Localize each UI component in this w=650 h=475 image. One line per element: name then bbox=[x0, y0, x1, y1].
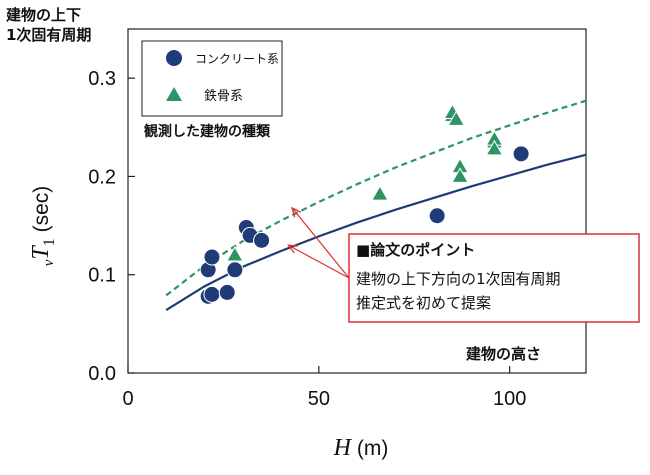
annotation-arrows bbox=[288, 208, 350, 279]
y-tick-label-2: 0.2 bbox=[88, 166, 116, 188]
chart-title-line-2: 1次固有周期 bbox=[6, 26, 91, 44]
legend-circle-marker bbox=[166, 50, 182, 66]
legend-box bbox=[141, 40, 283, 117]
x-tick-label-0: 0 bbox=[122, 388, 133, 410]
x-tick-label-2: 100 bbox=[493, 388, 526, 410]
concrete-point-8 bbox=[253, 231, 271, 249]
y-axis-label-var: T bbox=[28, 245, 54, 260]
steel-point-9 bbox=[485, 139, 504, 156]
annotation-heading-text: 論文のポイント bbox=[370, 241, 475, 259]
concrete-point-3 bbox=[203, 285, 221, 303]
axis-ticks: 0.0 0.1 0.2 0.3 0 50 100 bbox=[88, 68, 526, 410]
y-axis-label-prefix: v bbox=[41, 259, 57, 266]
legend-title: 観測した建物の種類 bbox=[144, 123, 271, 140]
legend-entry-steel: 鉄骨系 bbox=[204, 89, 243, 104]
y-tick-label-3: 0.3 bbox=[88, 68, 116, 90]
annotation-box bbox=[348, 233, 640, 323]
steel-point-4 bbox=[447, 110, 466, 126]
x-axis-note: 建物の高さ bbox=[466, 345, 541, 363]
annotation-line-2: 推定式を初めて提案 bbox=[356, 294, 491, 312]
y-tick-label-0: 0.0 bbox=[88, 363, 116, 385]
y-axis-label: vT1 (sec) bbox=[28, 186, 58, 267]
legend-entry-concrete: コンクリート系 bbox=[195, 52, 279, 66]
annotation-line-1: 建物の上下方向の1次固有周期 bbox=[356, 270, 561, 288]
legend-triangle-marker bbox=[166, 87, 182, 101]
concrete-point-1 bbox=[203, 248, 221, 266]
annotation-arrow-1 bbox=[288, 245, 350, 279]
concrete-point-4 bbox=[218, 283, 236, 301]
y-axis-label-unit: (sec) bbox=[30, 186, 53, 239]
chart-title-line-1: 建物の上下 bbox=[6, 6, 81, 24]
annotation-heading: ■論文のポイント bbox=[356, 241, 475, 259]
y-axis-label-sub: 1 bbox=[41, 238, 58, 246]
data-points bbox=[199, 103, 530, 305]
x-tick-label-1: 50 bbox=[308, 388, 330, 410]
x-axis-label: H (m) bbox=[333, 435, 389, 461]
plot-area bbox=[127, 28, 587, 374]
annotation-heading-mark: ■ bbox=[356, 241, 370, 259]
steel-point-0 bbox=[226, 246, 244, 262]
steel-point-6 bbox=[451, 167, 469, 183]
fit-line-steel bbox=[165, 99, 587, 297]
concrete-point-9 bbox=[428, 207, 446, 225]
x-axis-label-var: H bbox=[333, 435, 353, 461]
steel-point-1 bbox=[371, 185, 389, 201]
annotation-arrow-0 bbox=[292, 208, 350, 279]
concrete-point-10 bbox=[512, 145, 530, 163]
concrete-point-5 bbox=[226, 261, 244, 279]
y-tick-label-1: 0.1 bbox=[88, 265, 116, 287]
x-axis-label-unit: (m) bbox=[351, 437, 388, 460]
